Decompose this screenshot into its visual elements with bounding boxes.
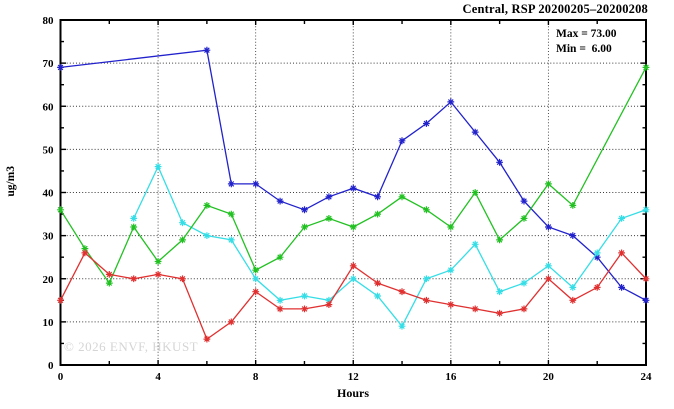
x-tick-label: 20 <box>543 371 555 383</box>
y-tick-label: 10 <box>43 317 55 329</box>
x-tick-label: 4 <box>155 371 161 383</box>
watermark: © 2026 ENVF, HKUST <box>64 339 199 354</box>
y-tick-label: 0 <box>48 360 54 372</box>
chart-title: Central, RSP 20200205–20200208 <box>462 2 648 16</box>
series-markers-cyan <box>130 163 650 330</box>
y-tick-label: 40 <box>43 188 55 200</box>
max-min-annotation: Max = 73.00 Min = 6.00 <box>556 27 617 57</box>
x-tick-label: 8 <box>253 371 259 383</box>
series-line-cyan <box>133 165 647 328</box>
x-tick-label: 16 <box>445 371 457 383</box>
y-tick-label: 50 <box>43 144 55 156</box>
series-markers-green <box>57 64 650 287</box>
x-tick-label: 12 <box>348 371 360 383</box>
series-line-blue <box>60 49 647 301</box>
min-value-label: Min = 6.00 <box>556 43 612 55</box>
series-markers-red <box>57 249 650 343</box>
x-tick-label: 24 <box>641 371 653 383</box>
y-tick-label: 60 <box>43 101 55 113</box>
y-tick-label: 20 <box>43 274 55 286</box>
y-tick-label: 30 <box>43 231 55 243</box>
x-tick-label: 0 <box>58 371 64 383</box>
y-tick-label: 80 <box>43 15 55 27</box>
x-axis-title: Hours <box>336 386 369 400</box>
series-markers-blue <box>57 46 650 304</box>
y-tick-label: 70 <box>43 58 55 70</box>
max-value-label: Max = 73.00 <box>556 28 617 40</box>
